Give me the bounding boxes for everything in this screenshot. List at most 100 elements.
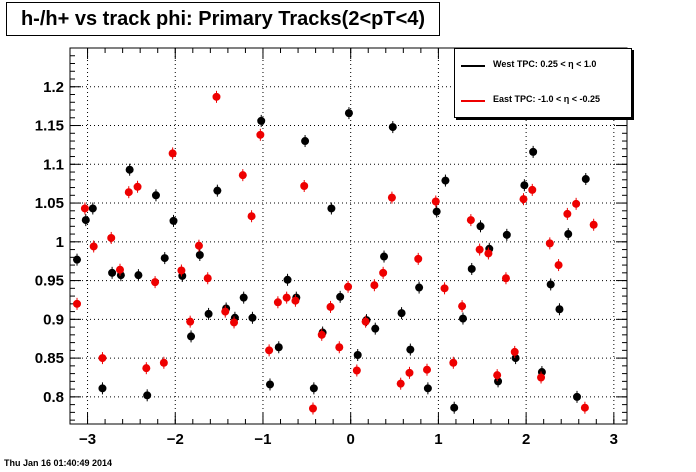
point-west [406, 345, 415, 354]
y-tick-label: 1.1 [43, 156, 64, 173]
point-east [247, 212, 256, 221]
point-west [336, 292, 345, 301]
point-east [317, 330, 326, 339]
point-west [344, 109, 353, 118]
point-west [283, 275, 292, 284]
point-west [388, 123, 397, 132]
point-west [494, 377, 503, 386]
point-west [581, 175, 590, 184]
legend: West TPC: 0.25 < η < 1.0 East TPC: -1.0 … [454, 48, 632, 118]
point-east [379, 268, 388, 277]
point-east [387, 193, 396, 202]
point-west [88, 204, 97, 213]
point-east [405, 368, 414, 377]
x-axis: −3 −2 −1 0 1 2 3 [69, 48, 618, 448]
point-east [344, 282, 353, 291]
point-east [414, 254, 423, 263]
point-east [493, 371, 502, 380]
point-east [431, 197, 440, 206]
point-east [98, 354, 107, 363]
point-west [151, 191, 160, 200]
legend-swatch-east [461, 100, 485, 102]
point-east [282, 293, 291, 302]
data-points [73, 90, 598, 415]
point-west [415, 283, 424, 292]
point-east [510, 347, 519, 356]
point-east [221, 307, 230, 316]
point-west [125, 165, 134, 174]
y-tick-label: 0.8 [43, 389, 64, 406]
point-east [238, 171, 247, 180]
point-east [484, 249, 493, 258]
point-west [450, 403, 459, 412]
point-east [352, 366, 361, 375]
point-west [187, 332, 196, 341]
y-tick-label: 0.9 [43, 311, 64, 328]
point-west [108, 268, 117, 277]
point-east [133, 182, 142, 191]
point-east [554, 261, 563, 270]
point-west [476, 222, 485, 231]
point-east [80, 204, 89, 213]
point-east [124, 188, 133, 197]
x-tick-label: 3 [610, 431, 618, 448]
point-west [301, 137, 310, 146]
point-west [353, 351, 362, 360]
point-east [291, 296, 300, 305]
point-west [143, 391, 152, 400]
point-west [204, 309, 213, 318]
y-tick-label: 1 [56, 234, 64, 251]
point-east [545, 239, 554, 248]
x-tick-label: −2 [167, 431, 184, 448]
point-west [134, 271, 143, 280]
point-west [160, 254, 169, 263]
point-west [564, 230, 573, 239]
point-east [458, 302, 467, 311]
point-east [177, 266, 186, 275]
timestamp: Thu Jan 16 01:40:49 2014 [4, 458, 113, 468]
point-west [274, 343, 283, 352]
point-east [528, 185, 537, 194]
point-east [194, 241, 203, 250]
y-tick-label: 1.05 [35, 195, 64, 212]
point-east [151, 278, 160, 287]
point-east [589, 220, 598, 229]
point-west [423, 384, 432, 393]
y-tick-label: 1.15 [35, 118, 64, 135]
point-east [449, 358, 458, 367]
point-west [458, 314, 467, 323]
point-east [168, 149, 177, 158]
point-east [370, 281, 379, 290]
point-west [195, 250, 204, 259]
point-east [73, 299, 82, 308]
point-west [441, 176, 450, 185]
point-west [529, 147, 538, 156]
point-west [327, 204, 336, 213]
point-east [273, 298, 282, 307]
point-east [203, 274, 212, 283]
point-east [475, 245, 484, 254]
x-tick-label: 0 [347, 431, 355, 448]
point-west [511, 354, 520, 363]
point-east [326, 302, 335, 311]
point-east [423, 365, 432, 374]
point-east [563, 209, 572, 218]
y-tick-label: 0.95 [35, 273, 64, 290]
point-west [467, 264, 476, 273]
point-west [573, 392, 582, 401]
point-west [432, 207, 441, 216]
point-west [520, 181, 529, 190]
point-west [546, 280, 555, 289]
point-east [212, 92, 221, 101]
point-east [230, 318, 239, 327]
point-west [81, 216, 90, 225]
point-east [537, 373, 546, 382]
y-axis: 0.8 0.85 0.9 0.95 1 1.05 1.1 1.15 1.2 [35, 47, 627, 421]
point-east [580, 403, 589, 412]
point-west [380, 252, 389, 261]
point-west [502, 230, 511, 239]
point-west [309, 384, 318, 393]
point-east [361, 317, 370, 326]
point-west [371, 324, 380, 333]
chart-title: h-/h+ vs track phi: Primary Tracks(2<pT<… [6, 2, 440, 36]
